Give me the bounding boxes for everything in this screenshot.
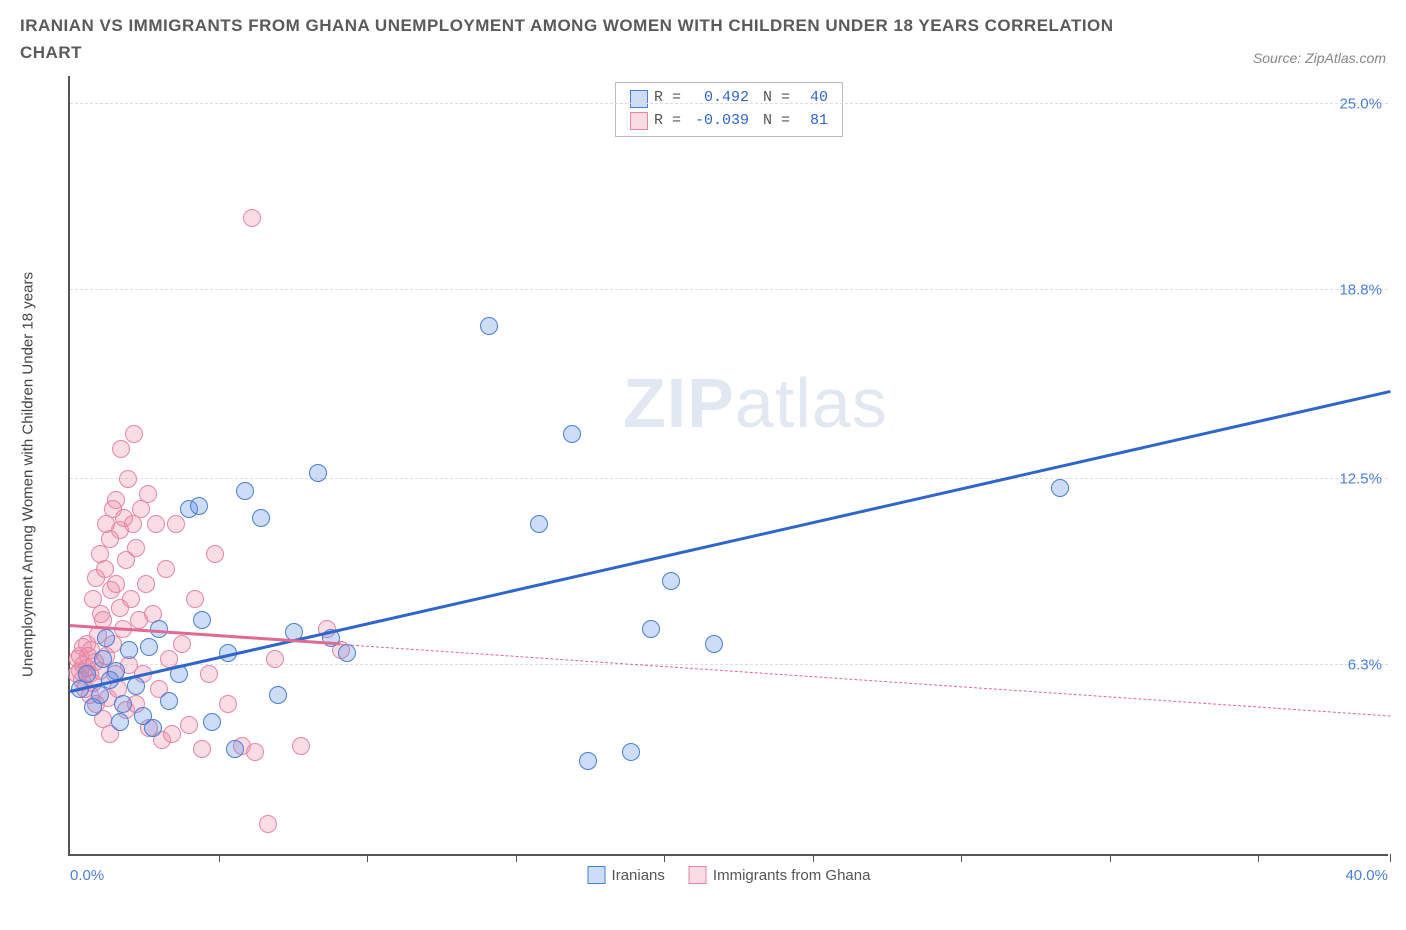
data-point	[480, 317, 498, 335]
r-label: R =	[654, 110, 681, 133]
series-swatch	[630, 90, 648, 108]
x-tick	[1390, 854, 1391, 862]
stats-row: R = 0.492 N = 40	[630, 87, 828, 110]
data-point	[163, 725, 181, 743]
data-point	[173, 635, 191, 653]
data-point	[193, 611, 211, 629]
n-value: 40	[796, 87, 828, 110]
data-point	[243, 209, 261, 227]
y-tick-label: 6.3%	[1348, 657, 1382, 674]
gridline	[70, 478, 1388, 479]
legend-label: Immigrants from Ghana	[713, 867, 871, 884]
data-point	[107, 491, 125, 509]
x-tick	[813, 854, 814, 862]
data-point	[219, 695, 237, 713]
series-legend: Iranians Immigrants from Ghana	[588, 866, 871, 884]
legend-label: Iranians	[612, 867, 665, 884]
data-point	[200, 665, 218, 683]
data-point	[309, 464, 327, 482]
data-point	[127, 677, 145, 695]
data-point	[119, 470, 137, 488]
data-point	[180, 716, 198, 734]
data-point	[1051, 479, 1069, 497]
data-point	[246, 743, 264, 761]
data-point	[140, 638, 158, 656]
data-point	[292, 737, 310, 755]
y-tick-label: 18.8%	[1339, 282, 1382, 299]
data-point	[705, 635, 723, 653]
n-label: N =	[763, 110, 790, 133]
data-point	[206, 545, 224, 563]
data-point	[252, 509, 270, 527]
x-axis-max-label: 40.0%	[1345, 867, 1388, 884]
x-axis-min-label: 0.0%	[70, 867, 104, 884]
x-tick	[1110, 854, 1111, 862]
x-tick	[961, 854, 962, 862]
data-point	[266, 650, 284, 668]
data-point	[78, 665, 96, 683]
data-point	[147, 515, 165, 533]
x-tick	[664, 854, 665, 862]
data-point	[338, 644, 356, 662]
source-label: Source: ZipAtlas.com	[1253, 50, 1386, 66]
data-point	[226, 740, 244, 758]
data-point	[137, 575, 155, 593]
trend-line	[70, 390, 1391, 692]
gridline	[70, 289, 1388, 290]
data-point	[579, 752, 597, 770]
data-point	[203, 713, 221, 731]
data-point	[193, 740, 211, 758]
data-point	[167, 515, 185, 533]
data-point	[144, 719, 162, 737]
data-point	[97, 629, 115, 647]
n-label: N =	[763, 87, 790, 110]
data-point	[622, 743, 640, 761]
x-tick	[367, 854, 368, 862]
data-point	[259, 815, 277, 833]
data-point	[530, 515, 548, 533]
legend-item: Iranians	[588, 866, 665, 884]
chart-title: IRANIAN VS IMMIGRANTS FROM GHANA UNEMPLO…	[20, 12, 1120, 66]
data-point	[122, 590, 140, 608]
data-point	[236, 482, 254, 500]
data-point	[112, 440, 130, 458]
r-value: -0.039	[687, 110, 749, 133]
series-swatch	[588, 866, 606, 884]
gridline	[70, 103, 1388, 104]
data-point	[139, 485, 157, 503]
scatter-plot: ZIPatlas R =0.492N =40R =-0.039N =81 0.0…	[68, 76, 1388, 856]
r-label: R =	[654, 87, 681, 110]
y-axis-label: Unemployment Among Women with Children U…	[20, 272, 37, 677]
y-tick-label: 12.5%	[1339, 471, 1382, 488]
data-point	[127, 539, 145, 557]
y-tick-label: 25.0%	[1339, 96, 1382, 113]
stats-row: R = -0.039 N = 81	[630, 110, 828, 133]
data-point	[186, 590, 204, 608]
data-point	[111, 713, 129, 731]
data-point	[269, 686, 287, 704]
data-point	[125, 425, 143, 443]
data-point	[662, 572, 680, 590]
stats-legend-box: R = 0.492 N = 40 R = -0.039 N = 81	[615, 82, 843, 137]
x-tick	[219, 854, 220, 862]
watermark: ZIPatlas	[623, 363, 888, 443]
data-point	[160, 692, 178, 710]
data-point	[157, 560, 175, 578]
x-tick	[1258, 854, 1259, 862]
n-value: 81	[796, 110, 828, 133]
legend-item: Immigrants from Ghana	[689, 866, 871, 884]
data-point	[107, 575, 125, 593]
data-point	[190, 497, 208, 515]
data-point	[120, 641, 138, 659]
r-value: 0.492	[687, 87, 749, 110]
data-point	[642, 620, 660, 638]
trend-line	[341, 644, 1390, 717]
series-swatch	[630, 112, 648, 130]
x-tick	[516, 854, 517, 862]
data-point	[563, 425, 581, 443]
series-swatch	[689, 866, 707, 884]
data-point	[114, 695, 132, 713]
data-point	[91, 686, 109, 704]
